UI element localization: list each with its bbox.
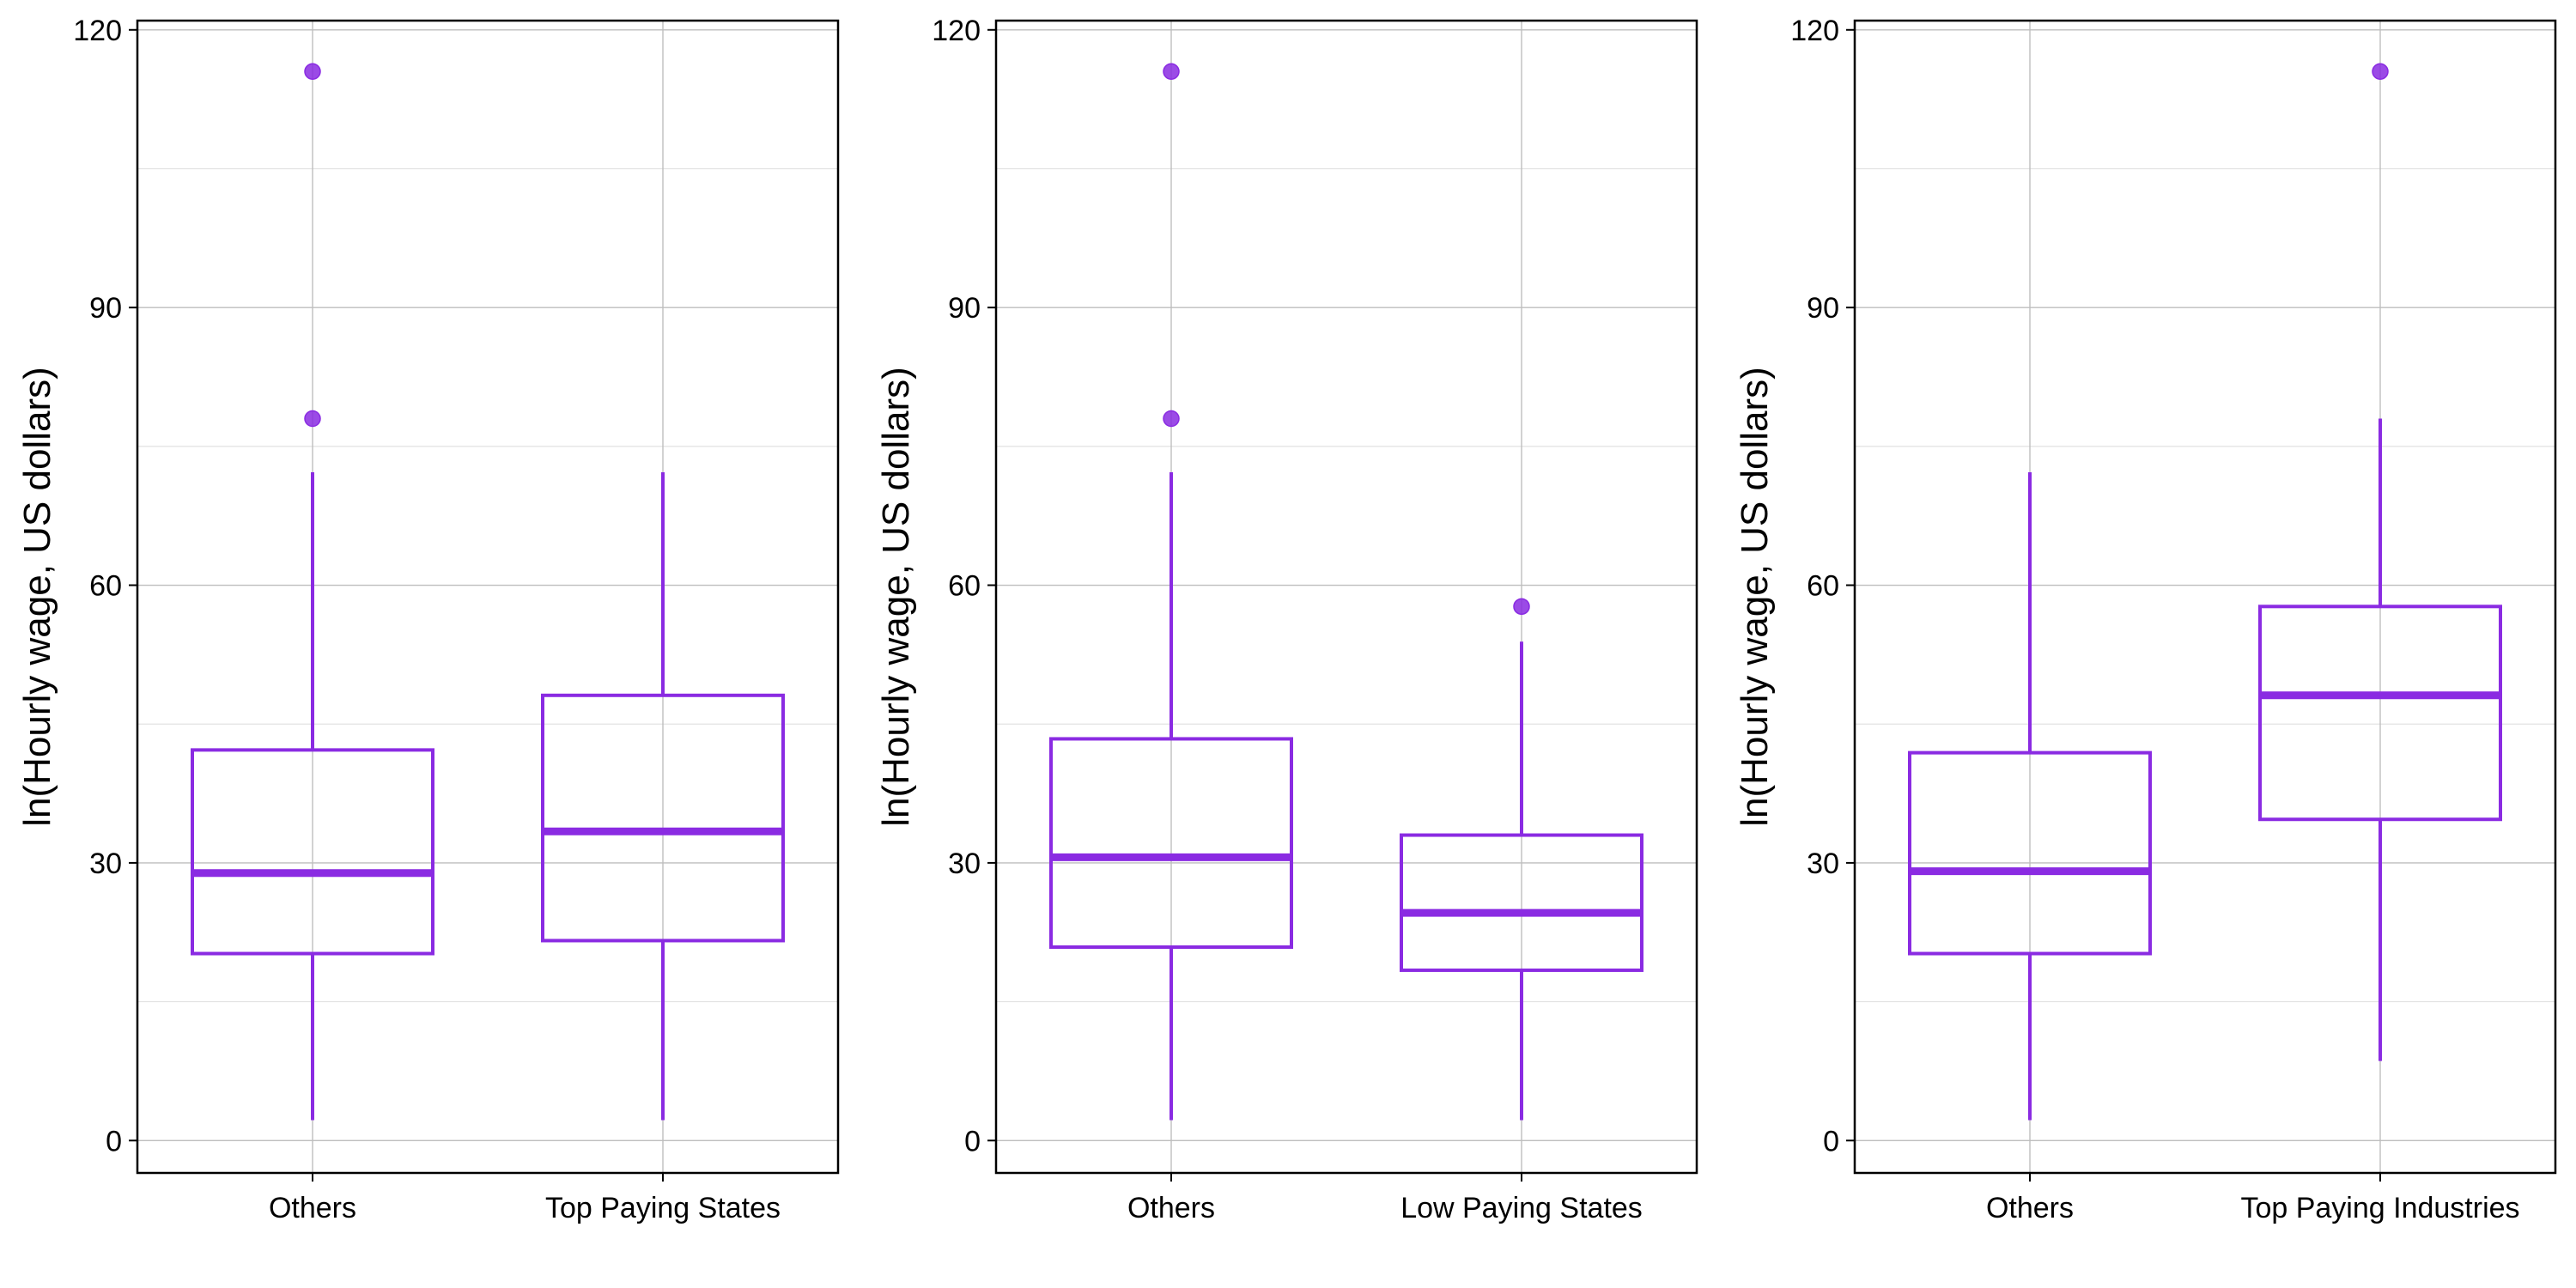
outlier-point bbox=[2372, 63, 2389, 81]
y-axis-title: ln(Hourly wage, US dollars) bbox=[1734, 367, 1776, 827]
y-tick-label: 30 bbox=[948, 848, 981, 880]
y-axis-title: ln(Hourly wage, US dollars) bbox=[16, 367, 58, 827]
y-tick-label: 60 bbox=[89, 570, 122, 603]
y-tick-label: 60 bbox=[1807, 570, 1839, 603]
y-tick-label: 0 bbox=[964, 1125, 981, 1157]
y-tick-label: 120 bbox=[932, 15, 981, 47]
box-iqr bbox=[191, 748, 434, 956]
panel-frame bbox=[1853, 19, 2557, 1175]
outlier-point bbox=[1163, 410, 1180, 428]
outlier-point bbox=[1513, 598, 1530, 616]
y-axis-title: ln(Hourly wage, US dollars) bbox=[875, 367, 917, 827]
panel-frame bbox=[136, 19, 840, 1175]
box-iqr bbox=[1400, 833, 1643, 972]
x-tick-label: Top Paying States bbox=[545, 1192, 781, 1224]
box-iqr bbox=[1049, 737, 1293, 949]
x-tick-label: Others bbox=[1986, 1192, 2074, 1224]
box-iqr bbox=[1908, 750, 2152, 956]
x-tick-label: Top Paying Industries bbox=[2240, 1192, 2519, 1224]
x-tick-label: Others bbox=[269, 1192, 356, 1224]
y-tick-label: 90 bbox=[948, 292, 981, 325]
y-tick-label: 90 bbox=[1807, 292, 1839, 325]
x-tick-label: Others bbox=[1127, 1192, 1215, 1224]
outlier-point bbox=[304, 410, 321, 428]
y-tick-label: 0 bbox=[1823, 1125, 1839, 1157]
box-iqr bbox=[541, 693, 785, 943]
y-tick-label: 120 bbox=[73, 15, 122, 47]
y-tick-label: 120 bbox=[1790, 15, 1839, 47]
box-iqr bbox=[2258, 605, 2502, 822]
x-tick-label: Low Paying States bbox=[1400, 1192, 1643, 1224]
outlier-point bbox=[304, 63, 321, 81]
y-tick-label: 60 bbox=[948, 570, 981, 603]
y-tick-label: 30 bbox=[89, 848, 122, 880]
y-tick-label: 30 bbox=[1807, 848, 1839, 880]
outlier-point bbox=[1163, 63, 1180, 81]
y-tick-label: 0 bbox=[106, 1125, 122, 1157]
y-tick-label: 90 bbox=[89, 292, 122, 325]
panel-frame bbox=[994, 19, 1698, 1175]
